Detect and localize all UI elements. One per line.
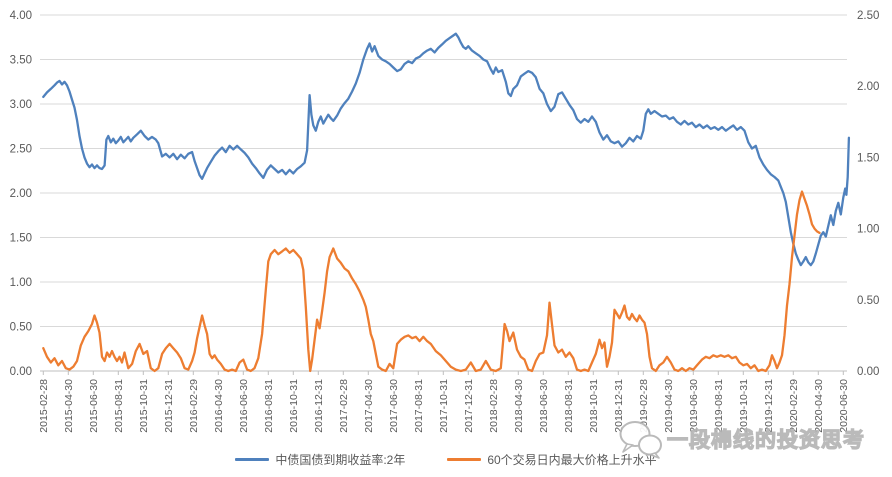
x-axis-tick-label: 2019-04-30 — [663, 379, 675, 433]
x-axis-tick-label: 2015-04-30 — [63, 379, 75, 433]
x-axis-tick-label: 2018-10-31 — [588, 379, 600, 433]
x-axis-tick-label: 2019-02-28 — [638, 379, 650, 433]
x-axis-tick-label: 2020-02-29 — [788, 379, 800, 433]
right-axis-tick-label: 0.00 — [857, 366, 879, 378]
right-axis-tick-label: 0.50 — [857, 295, 879, 307]
legend-item-yield: 中债国债到期收益率:2年 — [235, 451, 405, 468]
x-axis-tick-label: 2016-02-29 — [188, 379, 200, 433]
left-axis-tick-label: 3.50 — [10, 55, 32, 67]
x-axis-tick-label: 2015-08-31 — [113, 379, 125, 433]
x-axis-tick-label: 2017-10-31 — [438, 379, 450, 433]
chart-legend: 中债国债到期收益率:2年 60个交易日内最大价格上升水平 — [0, 451, 892, 468]
x-axis-tick-label: 2018-04-30 — [513, 379, 525, 433]
series-line-yield — [42, 32, 851, 267]
x-axis-tick-label: 2020-04-30 — [813, 379, 825, 433]
right-axis-tick-label: 2.00 — [857, 81, 879, 93]
left-axis-tick-label: 0.00 — [10, 366, 32, 378]
legend-label-yield: 中债国债到期收益率:2年 — [275, 453, 406, 467]
left-axis-tick-label: 0.50 — [10, 322, 32, 334]
x-axis-tick-label: 2020-06-30 — [838, 379, 850, 433]
x-axis-tick-label: 2015-10-31 — [138, 379, 150, 433]
left-axis-tick-label: 3.00 — [10, 99, 32, 111]
right-axis-tick-label: 1.50 — [857, 152, 879, 164]
legend-line-orange-icon — [447, 458, 482, 461]
legend-line-blue-icon — [235, 458, 270, 461]
right-axis-tick-label: 2.50 — [857, 10, 879, 22]
x-axis-tick-label: 2017-12-31 — [463, 379, 475, 433]
x-axis-tick-label: 2015-02-28 — [38, 379, 50, 433]
x-axis-tick-label: 2017-08-31 — [413, 379, 425, 433]
x-axis-tick-label: 2016-10-31 — [288, 379, 300, 433]
x-axis-tick-label: 2017-06-30 — [388, 379, 400, 433]
x-axis-tick-label: 2015-12-31 — [163, 379, 175, 433]
x-axis-tick-label: 2015-06-30 — [88, 379, 100, 433]
x-axis-tick-label: 2017-04-30 — [363, 379, 375, 433]
x-axis-tick-label: 2017-02-28 — [338, 379, 350, 433]
x-axis-tick-label: 2016-12-31 — [313, 379, 325, 433]
legend-item-price-rise: 60个交易日内最大价格上升水平 — [447, 451, 657, 468]
x-axis-tick-label: 2019-08-31 — [713, 379, 725, 433]
left-axis-tick-label: 2.00 — [10, 188, 32, 200]
x-axis-tick-label: 2018-08-31 — [563, 379, 575, 433]
x-axis-tick-label: 2016-04-30 — [213, 379, 225, 433]
x-axis-tick-label: 2018-06-30 — [538, 379, 550, 433]
x-axis-tick-label: 2019-06-30 — [688, 379, 700, 433]
x-axis-tick-label: 2016-06-30 — [238, 379, 250, 433]
left-axis-tick-label: 1.00 — [10, 277, 32, 289]
right-axis-tick-label: 1.00 — [857, 224, 879, 236]
x-axis-tick-label: 2019-12-31 — [763, 379, 775, 433]
x-axis-tick-label: 2018-02-28 — [488, 379, 500, 433]
left-axis-tick-label: 2.50 — [10, 144, 32, 156]
x-axis-tick-label: 2019-10-31 — [738, 379, 750, 433]
left-axis-tick-label: 1.50 — [10, 233, 32, 245]
x-axis-tick-label: 2018-12-31 — [613, 379, 625, 433]
left-axis-tick-label: 4.00 — [10, 10, 32, 22]
x-axis-tick-label: 2016-08-31 — [263, 379, 275, 433]
series-line-price-rise — [42, 190, 821, 373]
legend-label-price-rise: 60个交易日内最大价格上升水平 — [487, 453, 657, 467]
